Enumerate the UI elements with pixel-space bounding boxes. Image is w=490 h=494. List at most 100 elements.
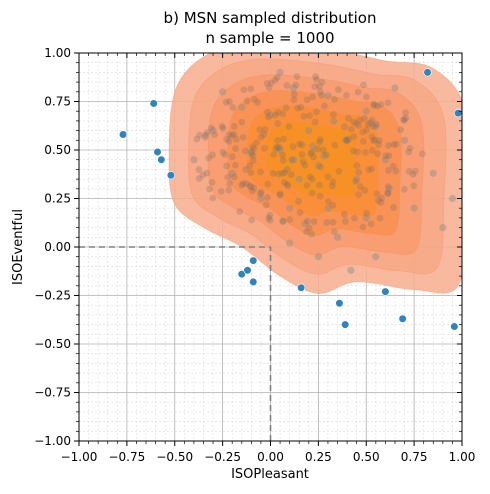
scatter-point-cloud	[419, 150, 426, 158]
scatter-point-cloud	[238, 181, 246, 189]
scatter-point-cloud	[330, 228, 338, 236]
scatter-point-cloud	[369, 122, 377, 130]
scatter-point-cloud	[223, 162, 230, 170]
scatter-point-cloud	[355, 191, 362, 199]
x-tick-label: −1.00	[61, 450, 98, 464]
scatter-point-cloud	[385, 167, 392, 174]
x-tick-label: −0.25	[204, 450, 241, 464]
scatter-point-cloud	[266, 211, 274, 219]
scatter-point-cloud	[274, 137, 282, 144]
scatter-point-cloud	[303, 181, 311, 189]
scatter-point-cloud	[385, 142, 392, 149]
scatter-point-density	[289, 84, 298, 92]
scatter-point-cloud	[310, 153, 317, 161]
scatter-point-cloud	[384, 99, 392, 107]
scatter-point-cloud	[308, 175, 316, 183]
scatter-point-density	[247, 150, 255, 158]
y-axis-ticks: −1.00 −0.75 −0.50 −0.25 0.00 0.25 0.50 0.75 1.00	[34, 46, 462, 448]
density-contours	[168, 53, 462, 295]
scatter-point-cloud	[376, 214, 384, 222]
scatter-point-cloud	[303, 217, 311, 225]
scatter-point-cloud	[314, 145, 321, 153]
scatter-point-cloud	[279, 110, 287, 118]
scatter-point-cloud	[226, 98, 233, 105]
scatter-point-cloud	[293, 73, 301, 80]
scatter-point-cloud	[297, 103, 305, 111]
scatter-point-density	[372, 253, 380, 261]
scatter-point-cloud	[331, 141, 339, 149]
scatter-point-cloud	[223, 135, 230, 143]
scatter-point-cloud	[232, 135, 240, 143]
scatter-point-cloud	[316, 82, 323, 90]
scatter-point-cloud	[368, 165, 376, 173]
reference-lines	[79, 246, 272, 441]
scatter-point-cloud	[241, 147, 249, 155]
scatter-point-cloud	[368, 133, 376, 141]
scatter-point-cloud	[276, 144, 283, 152]
scatter-point-cloud	[292, 81, 300, 89]
scatter-point-outlier	[450, 322, 459, 331]
scatter-point-cloud	[207, 124, 215, 132]
scatter-point-cloud	[300, 112, 308, 120]
scatter-point-cloud	[316, 138, 324, 146]
scatter-point-cloud	[248, 148, 255, 156]
scatter-point-cloud	[249, 152, 257, 159]
density-level-6	[266, 121, 358, 198]
scatter-point-cloud	[206, 185, 213, 193]
scatter-point-cloud	[354, 148, 361, 156]
scatter-point-cloud	[276, 191, 284, 199]
scatter-point-outlier	[153, 147, 162, 157]
scatter-point-cloud	[356, 116, 364, 124]
scatter-point-cloud	[247, 183, 255, 191]
scatter-point-cloud	[219, 124, 227, 132]
scatter-point-cloud	[283, 165, 291, 173]
scatter-point-cloud	[353, 162, 361, 169]
scatter-point-density	[276, 68, 284, 76]
scatter-point-outlier	[249, 256, 258, 265]
scatter-point-cloud	[257, 133, 265, 141]
scatter-point-cloud	[377, 101, 385, 108]
scatter-point-cloud	[370, 137, 377, 145]
scatter-point-cloud	[402, 114, 410, 122]
scatter-point-cloud	[276, 190, 284, 198]
scatter-point-cloud	[282, 104, 290, 112]
scatter-point-density	[391, 84, 399, 92]
scatter-point-density	[276, 146, 284, 154]
scatter-point-cloud	[290, 90, 298, 98]
scatter-point-cloud	[301, 161, 309, 169]
scatter-point-cloud	[256, 126, 264, 134]
scatter-point-cloud	[219, 148, 227, 156]
scatter-point-cloud	[230, 173, 238, 181]
scatter-point-cloud	[298, 141, 306, 149]
scatter-point-density	[429, 169, 437, 177]
scatter-point-cloud	[378, 194, 386, 202]
scatter-point-cloud	[308, 148, 316, 156]
scatter-point-cloud	[372, 120, 380, 128]
scatter-point-cloud	[373, 102, 381, 110]
scatter-point-cloud	[250, 184, 258, 192]
scatter-point-cloud	[284, 182, 292, 190]
x-tick-label: 0.50	[353, 450, 380, 464]
chart-title: b) MSN sampled distribution	[164, 9, 377, 27]
scatter-point-cloud	[402, 109, 409, 117]
scatter-point-outlier	[381, 287, 390, 296]
scatter-point-cloud	[261, 126, 269, 133]
scatter-point-cloud	[382, 152, 390, 160]
scatter-point-cloud	[264, 113, 272, 121]
scatter-point-cloud	[270, 151, 278, 158]
y-tick-label: −0.25	[34, 289, 71, 303]
scatter-point-cloud	[406, 144, 414, 152]
scatter-point-cloud	[329, 178, 337, 186]
scatter-point-cloud	[318, 78, 326, 86]
scatter-point-cloud	[350, 133, 358, 140]
scatter-point-cloud	[211, 131, 219, 139]
scatter-point-cloud	[239, 180, 247, 187]
scatter-point-cloud	[222, 99, 230, 106]
scatter-point-cloud	[253, 139, 260, 147]
scatter-point-cloud	[280, 135, 287, 143]
scatter-point-cloud	[249, 157, 257, 165]
scatter-point-cloud	[238, 118, 246, 126]
scatter-point-cloud	[367, 220, 375, 228]
scatter-point-density	[289, 156, 298, 164]
scatter-point-cloud	[260, 130, 268, 138]
